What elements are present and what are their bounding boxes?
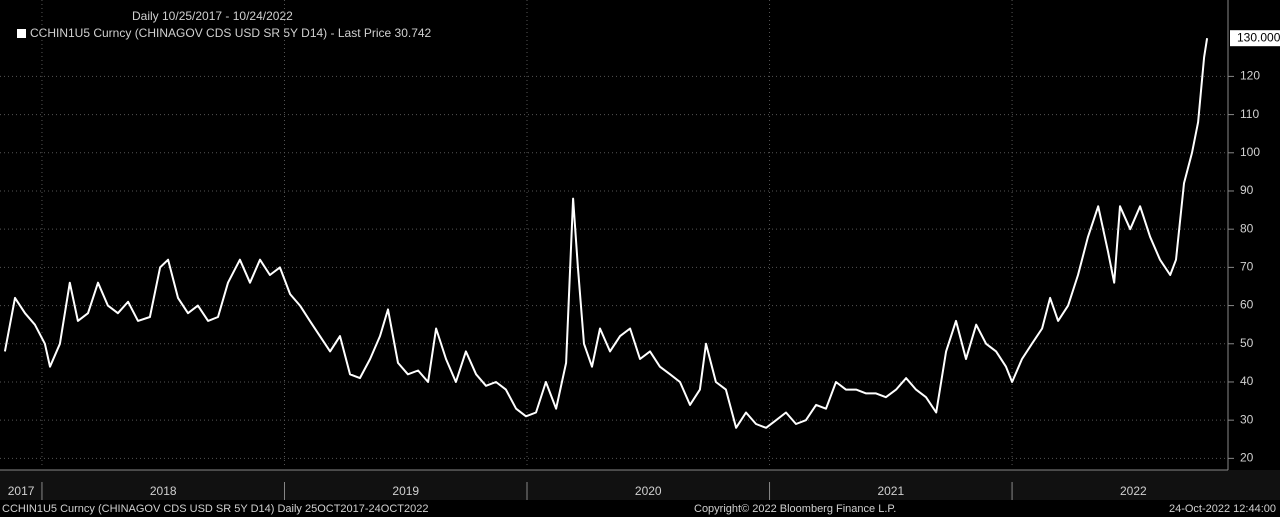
x-tick-label: 2019 <box>392 484 419 498</box>
x-axis-band <box>0 470 1280 500</box>
price-line <box>3 38 1209 429</box>
x-tick-label: 2018 <box>150 484 177 498</box>
y-tick-label: 110 <box>1240 107 1259 121</box>
legend-swatch <box>17 29 26 38</box>
footer-left: CCHIN1U5 Curncy (CHINAGOV CDS USD SR 5Y … <box>2 503 429 515</box>
y-tick-label: 60 <box>1240 298 1254 312</box>
y-tick-label: 30 <box>1240 412 1254 426</box>
y-tick-label: 100 <box>1240 145 1260 159</box>
x-tick-label: 2017 <box>8 484 35 498</box>
x-tick-label: 2022 <box>1120 484 1147 498</box>
y-tick-label: 50 <box>1240 336 1254 350</box>
legend-label: CCHIN1U5 Curncy (CHINAGOV CDS USD SR 5Y … <box>30 26 432 40</box>
y-tick-label: 70 <box>1240 260 1254 274</box>
x-tick-label: 2021 <box>877 484 904 498</box>
last-price-box <box>1230 30 1280 47</box>
y-tick-label: 120 <box>1240 69 1260 83</box>
y-tick-label: 90 <box>1240 183 1254 197</box>
last-price-label: 130.000 <box>1237 30 1280 44</box>
footer-right: 24-Oct-2022 12:44:00 <box>1169 503 1276 515</box>
x-tick-label: 2020 <box>635 484 662 498</box>
y-tick-label: 40 <box>1240 374 1254 388</box>
y-tick-label: 20 <box>1240 451 1254 465</box>
footer-center: Copyright© 2022 Bloomberg Finance L.P. <box>694 503 896 515</box>
y-tick-label: 80 <box>1240 221 1254 235</box>
header: Daily 10/25/2017 - 10/24/2022 <box>132 9 293 23</box>
